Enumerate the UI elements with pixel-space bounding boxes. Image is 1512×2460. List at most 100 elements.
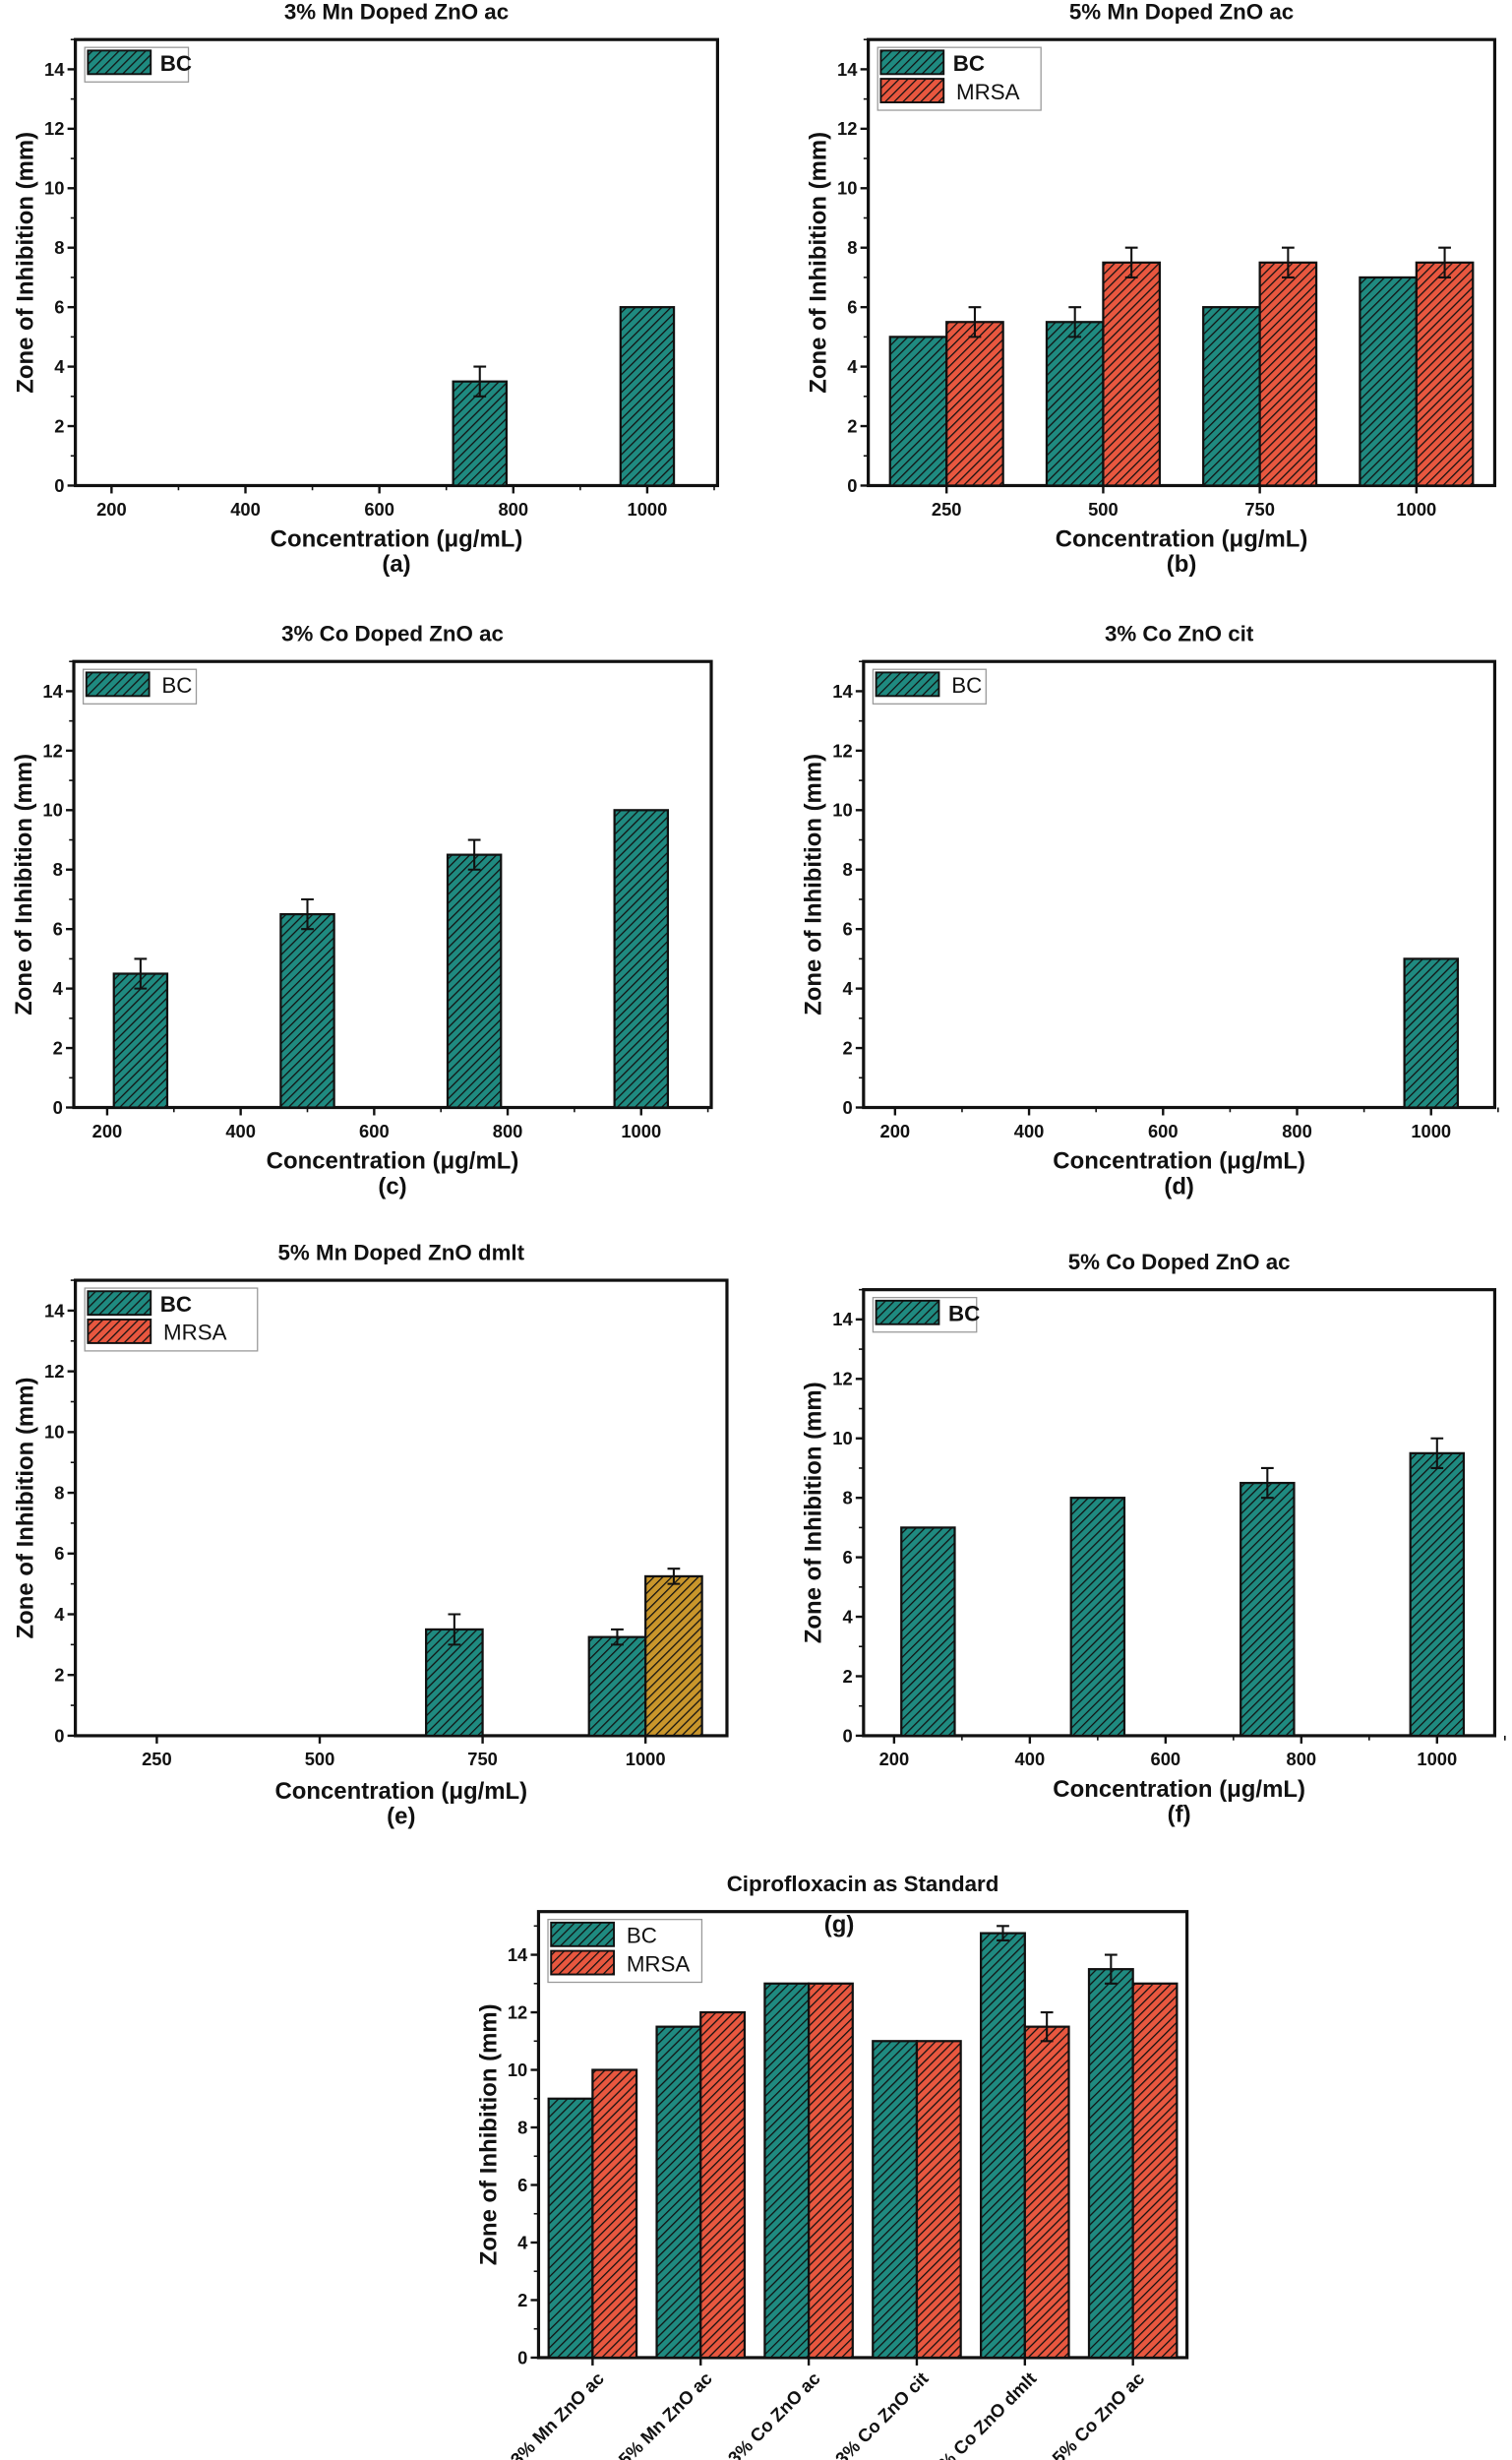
y-axis-label: Zone of Inhibition (mm)	[13, 1378, 39, 1639]
y-tick-label: 0	[53, 1097, 63, 1118]
legend-label-mrsa: MRSA	[956, 80, 1020, 104]
legend-swatch-mrsa	[879, 78, 945, 103]
plot-frame	[862, 1288, 1497, 1738]
y-tick-label: 0	[517, 2347, 527, 2368]
bar-bc-3	[613, 809, 670, 1109]
legend-label-bc: BC	[160, 1292, 192, 1317]
bar-bc-0	[900, 1526, 956, 1738]
y-tick-label: 4	[842, 978, 853, 999]
y-tick-label: 8	[842, 859, 852, 880]
y-tick-label: 12	[832, 740, 852, 761]
x-tick-label: 3% Co ZnO dmlt	[927, 2368, 1040, 2460]
bar-bc-2	[425, 1628, 484, 1738]
bar-bc-1	[655, 2025, 702, 2360]
error-bar	[1260, 1466, 1274, 1500]
legend-label-bc: BC	[161, 673, 192, 698]
y-tick-label: 10	[44, 1422, 64, 1443]
y-tick-label: 2	[842, 1037, 852, 1058]
y-tick-label: 10	[508, 2060, 527, 2080]
plot-frame	[72, 659, 713, 1110]
y-axis-label: Zone of Inhibition (mm)	[801, 1382, 827, 1643]
y-axis-label: Zone of Inhibition (mm)	[801, 754, 827, 1015]
error-bar	[1124, 246, 1138, 278]
bar-mrsa-4	[1023, 2025, 1070, 2360]
y-tick-label: 6	[517, 2175, 527, 2195]
bar-bc-0	[888, 336, 948, 487]
y-tick-label: 2	[517, 2290, 527, 2310]
y-tick-label: 0	[842, 1725, 852, 1746]
y-tick-label: 8	[54, 237, 64, 258]
x-tick-label: 400	[1015, 1749, 1046, 1769]
x-tick-label: 1000	[628, 499, 668, 520]
bar-mrsa-0	[945, 321, 1004, 487]
legend-label-bc: BC	[160, 51, 192, 76]
bar-mrsa-1	[1102, 261, 1162, 487]
bar-bc-5	[1087, 1968, 1134, 2360]
error-bar	[611, 1628, 624, 1646]
panel-label: (f)	[1168, 1802, 1191, 1828]
bar-bc-3	[1409, 1451, 1466, 1738]
y-tick-label: 4	[53, 978, 64, 999]
bar-bc-3	[1359, 276, 1418, 487]
y-axis-label: Zone of Inhibition (mm)	[475, 2003, 502, 2265]
bar-bc-3	[1403, 957, 1459, 1109]
plot-frame	[862, 659, 1497, 1110]
y-tick-label: 4	[842, 1606, 853, 1627]
x-tick-label: 400	[1014, 1121, 1045, 1141]
bar-bc-2	[446, 853, 503, 1109]
panel-f: 5% Co Doped ZnO ac 0 2 4 6 8 10 12 14 Zone of Inh…	[801, 1250, 1506, 1828]
y-tick-label: 2	[54, 1665, 64, 1686]
y-tick-label: 4	[54, 356, 65, 377]
legend-swatch-bc	[875, 671, 940, 698]
error-bar	[473, 365, 487, 398]
y-tick-label: 14	[508, 1944, 528, 1965]
panel-label: (b)	[1167, 551, 1197, 578]
bar-mrsa-2	[1258, 261, 1318, 487]
y-tick-label: 14	[832, 1309, 853, 1329]
y-axis-label: Zone of Inhibition (mm)	[11, 754, 37, 1015]
y-tick-label: 8	[847, 237, 857, 258]
y-tick-label: 14	[44, 59, 65, 80]
x-tick-label: 800	[1282, 1121, 1312, 1141]
bar-mrsa-3	[644, 1574, 703, 1738]
legend-swatch-bc	[87, 1290, 152, 1317]
error-bar	[667, 1568, 681, 1585]
bar-bc-2	[763, 1982, 811, 2360]
legend-label-mrsa: MRSA	[627, 1951, 691, 1976]
x-tick-label: 250	[932, 499, 962, 520]
y-tick-label: 12	[832, 1369, 852, 1389]
y-tick-label: 12	[44, 118, 64, 139]
chart-title: 3% Mn Doped ZnO ac	[284, 0, 509, 24]
x-tick-label: 750	[467, 1749, 498, 1769]
x-tick-label: 3% Mn ZnO ac	[506, 2368, 608, 2460]
y-tick-label: 2	[842, 1666, 852, 1687]
error-bar	[1040, 2011, 1054, 2043]
panel-g: Ciprofloxacin as Standard 0 2 4 6 8 10 12 14 Zone…	[475, 1872, 1189, 2460]
panels: 3% Mn Doped ZnO ac 0 2 4 6 8 10 12 14 Zone of Inh…	[11, 0, 1506, 2460]
x-tick-label: 600	[359, 1121, 390, 1141]
error-bar	[448, 1613, 461, 1646]
bar-mrsa-5	[1131, 1982, 1179, 2360]
x-tick-label: 200	[96, 499, 127, 520]
panel-label: (c)	[378, 1173, 406, 1199]
y-tick-label: 8	[53, 859, 63, 880]
x-tick-label: 800	[498, 499, 528, 520]
plot-frame	[536, 1910, 1189, 2360]
x-tick-label: 3% Co ZnO cit	[831, 2368, 933, 2460]
y-tick-label: 14	[42, 681, 63, 702]
y-tick-label: 10	[837, 178, 857, 199]
x-tick-label: 1000	[1411, 1121, 1451, 1141]
legend-label-bc: BC	[948, 1302, 980, 1326]
y-tick-label: 6	[842, 1547, 852, 1568]
y-tick-label: 4	[517, 2232, 528, 2252]
plot-frame	[867, 37, 1497, 488]
chart-title: 5% Mn Doped ZnO dmlt	[278, 1240, 525, 1264]
chart-title: 5% Co Doped ZnO ac	[1068, 1250, 1291, 1274]
x-tick-label: 600	[364, 499, 394, 520]
error-bar	[467, 838, 481, 871]
y-tick-label: 12	[44, 1361, 64, 1382]
x-tick-label: 1000	[626, 1749, 666, 1769]
plot-frame	[74, 1278, 729, 1738]
panel-c: 3% Co Doped ZnO ac 0 2 4 6 8 10 12 14 Zone of Inh…	[11, 621, 713, 1199]
